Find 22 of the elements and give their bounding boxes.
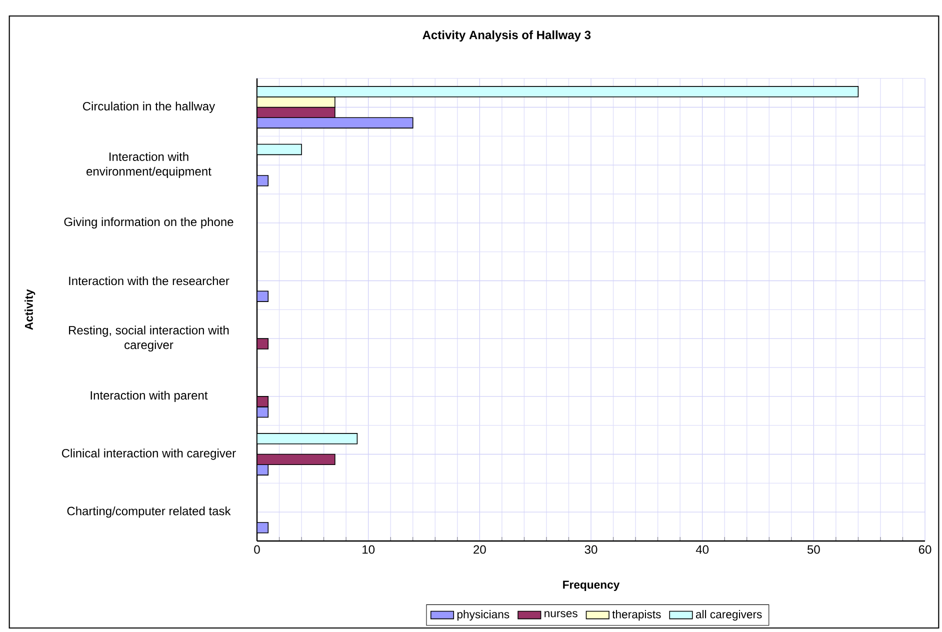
y-tick-label: Interaction with parent: [90, 390, 208, 402]
x-tick-label: 10: [362, 545, 375, 554]
legend-label: nurses: [544, 611, 578, 618]
y-tick-label: Charting/computer related task: [67, 506, 231, 518]
y-tick-label: Circulation in the hallway: [82, 102, 216, 113]
x-tick-label: 60: [918, 545, 932, 554]
chart-title: Activity Analysis of Hallway 3: [422, 30, 591, 42]
x-tick-label: 30: [584, 545, 598, 554]
y-tick-label: Giving information on the phone: [64, 217, 234, 229]
x-tick-label: 20: [474, 545, 486, 554]
x-tick-label: 50: [807, 545, 820, 554]
y-tick-label: Resting, social interaction with caregiver: [69, 326, 229, 352]
legend-label: physicians: [457, 610, 510, 621]
y-tick-label: Clinical interaction with caregiver: [62, 448, 236, 460]
y-tick-label: Interaction with environment/equipment: [86, 152, 212, 178]
legend-label: all caregivers: [696, 610, 762, 621]
legend-label: therapists: [612, 610, 661, 621]
x-tick-label: 40: [696, 545, 709, 554]
y-tick-label: Interaction with the researcher: [69, 276, 230, 286]
x-tick-label: 0: [254, 545, 260, 554]
x-axis-title: Frequency: [563, 580, 620, 591]
y-axis-title: Activity: [24, 289, 36, 330]
